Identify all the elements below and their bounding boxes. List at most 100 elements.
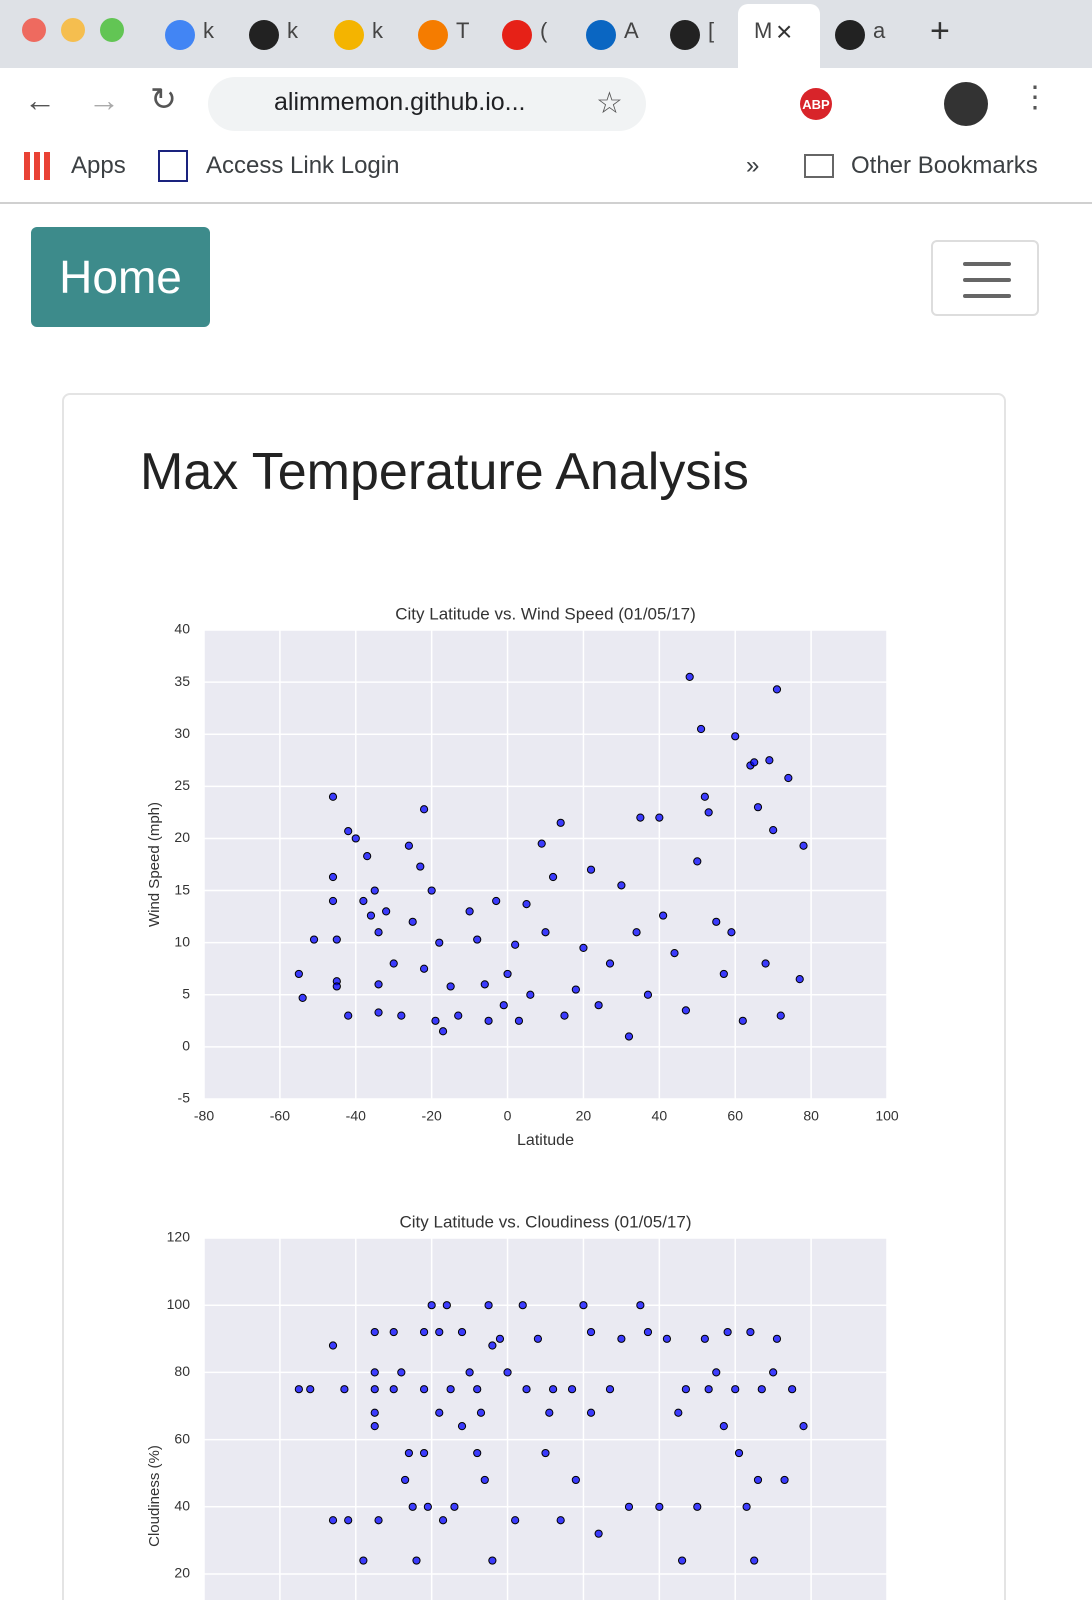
- back-button[interactable]: ←: [24, 82, 56, 118]
- address-bar[interactable]: [208, 77, 646, 131]
- point: [431, 1016, 440, 1025]
- tab-title[interactable]: k: [372, 18, 383, 43]
- point: [632, 928, 641, 937]
- maximize-window[interactable]: [100, 18, 124, 42]
- tab-title[interactable]: a: [873, 18, 886, 43]
- point: [328, 1516, 338, 1525]
- point: [492, 896, 501, 906]
- close-window[interactable]: [22, 18, 46, 42]
- point: [780, 1475, 789, 1485]
- point: [772, 1334, 782, 1343]
- point: [731, 732, 740, 741]
- point: [370, 886, 379, 895]
- active-tab[interactable]: [738, 4, 820, 68]
- point: [579, 1301, 588, 1310]
- point: [511, 940, 520, 949]
- tab-title[interactable]: k: [287, 18, 298, 43]
- plot-area: [204, 630, 887, 1099]
- point: [799, 1422, 808, 1431]
- y-axis-label: Wind Speed (mph): [146, 802, 163, 927]
- point: [351, 834, 360, 843]
- point: [389, 1327, 398, 1337]
- point: [522, 1385, 531, 1394]
- forward-button[interactable]: →: [88, 82, 120, 118]
- other-bookmarks[interactable]: Other Bookmarks: [851, 152, 1038, 179]
- point: [499, 1001, 508, 1010]
- tab-title[interactable]: [: [708, 18, 715, 43]
- point: [423, 1502, 432, 1511]
- point: [419, 1448, 429, 1458]
- point: [374, 1008, 383, 1017]
- point: [328, 896, 338, 906]
- close-tab[interactable]: ×: [776, 16, 793, 47]
- point: [408, 917, 417, 926]
- abp-extension[interactable]: ABP: [800, 88, 832, 120]
- x-tick-label: 80: [803, 1108, 819, 1124]
- tab-title[interactable]: (: [540, 18, 548, 43]
- point: [605, 959, 615, 968]
- bookmark-star[interactable]: ☆: [596, 87, 623, 120]
- point: [678, 1556, 687, 1565]
- tab-title[interactable]: k: [203, 18, 214, 43]
- point: [446, 982, 455, 991]
- point: [643, 990, 653, 999]
- point: [309, 935, 319, 944]
- tab-title[interactable]: T: [456, 18, 470, 43]
- point: [457, 1327, 467, 1337]
- point: [389, 1385, 398, 1394]
- tab-title[interactable]: A: [624, 18, 639, 43]
- point: [548, 1385, 558, 1394]
- bookmark[interactable]: Apps: [71, 152, 126, 179]
- point: [738, 1016, 747, 1025]
- point: [484, 1016, 493, 1025]
- minimize-window[interactable]: [61, 18, 85, 42]
- chart: -80-60-40-20020406080100-200204060801001…: [146, 1212, 888, 1600]
- point: [594, 1001, 603, 1010]
- point: [503, 1368, 512, 1377]
- point: [294, 1385, 303, 1394]
- new-tab[interactable]: +: [930, 12, 950, 50]
- menu-button[interactable]: ⋮: [1020, 81, 1050, 114]
- point: [753, 1475, 763, 1485]
- point: [480, 1475, 489, 1485]
- point: [427, 886, 436, 895]
- point: [442, 1301, 451, 1310]
- point: [503, 969, 512, 979]
- y-tick-label: 20: [174, 829, 190, 845]
- home-button[interactable]: Home: [31, 227, 210, 327]
- point: [370, 1408, 379, 1417]
- point: [435, 938, 444, 947]
- bookmark[interactable]: Access Link Login: [206, 152, 400, 179]
- chart: -80 -60 -40 -20 0 20 40 60 80 100 -5 0 5 10 15 20 25 30 35…: [146, 604, 899, 1149]
- point: [332, 982, 341, 991]
- x-tick-label: 100: [875, 1108, 899, 1124]
- card: [62, 393, 1006, 1600]
- bookmark-overflow[interactable]: »: [746, 152, 760, 179]
- point: [359, 896, 368, 906]
- x-tick-label: 20: [576, 1108, 592, 1124]
- point: [769, 1368, 778, 1377]
- point: [799, 841, 808, 850]
- point: [788, 1385, 797, 1394]
- point: [571, 1475, 580, 1485]
- point: [643, 1327, 653, 1337]
- point: [370, 1327, 379, 1337]
- menu-toggle[interactable]: [931, 240, 1039, 316]
- profile-avatar[interactable]: [944, 82, 988, 126]
- point: [541, 928, 550, 937]
- point: [374, 928, 383, 937]
- point: [693, 1502, 702, 1511]
- point: [412, 1556, 421, 1565]
- tab-title[interactable]: M: [754, 18, 773, 43]
- point: [761, 959, 770, 968]
- point: [556, 818, 565, 827]
- point: [389, 959, 398, 968]
- point: [488, 1556, 497, 1565]
- y-tick-label: 35: [174, 673, 190, 689]
- y-axis-label: Cloudiness (%): [146, 1445, 163, 1547]
- point: [518, 1301, 527, 1310]
- y-tick-label: 120: [167, 1229, 191, 1245]
- chart-title: City Latitude vs. Cloudiness (01/05/17): [400, 1212, 692, 1231]
- reload-button[interactable]: ↻: [150, 81, 177, 117]
